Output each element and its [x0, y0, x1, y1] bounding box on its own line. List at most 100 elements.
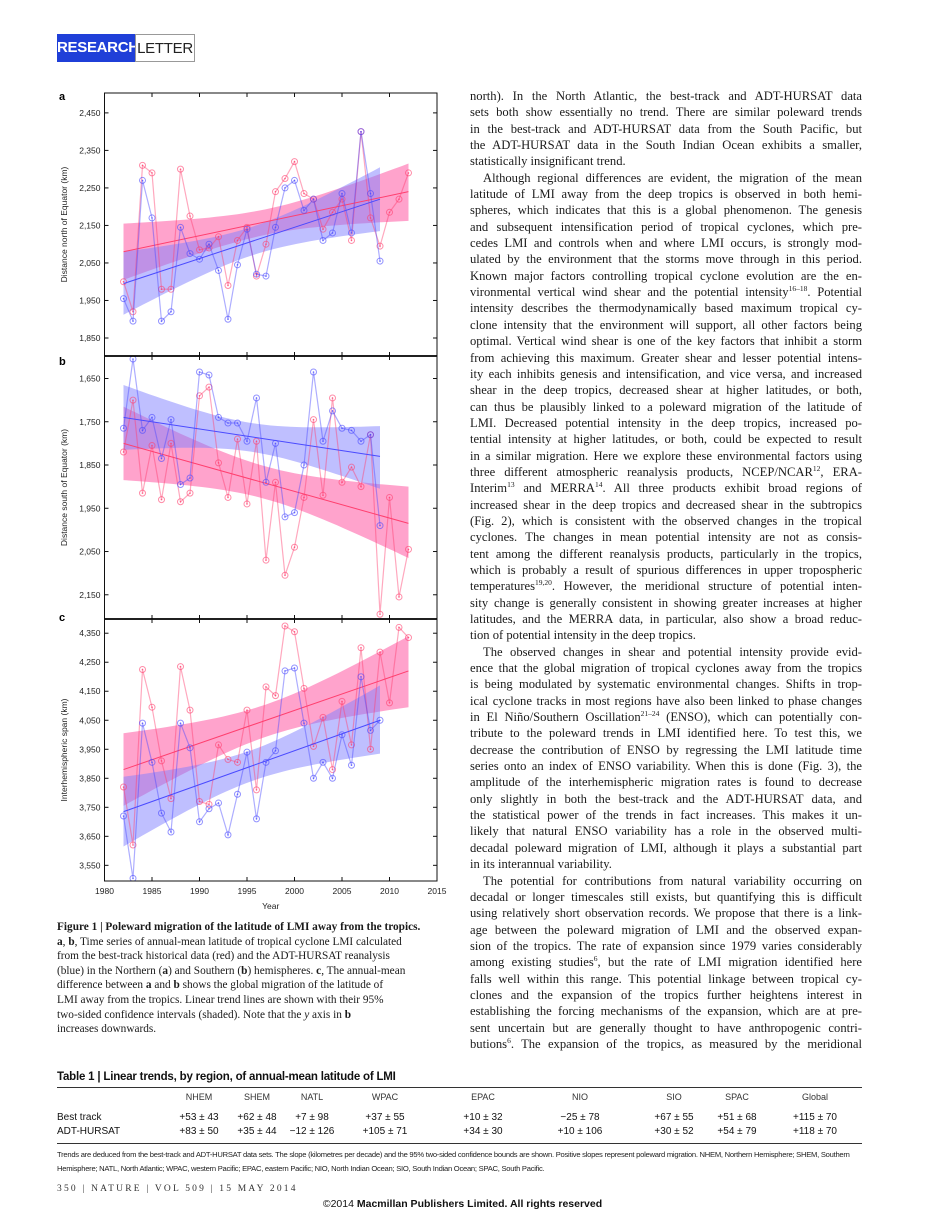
data-point — [310, 195, 317, 203]
data-point — [367, 726, 374, 734]
data-point-center — [236, 422, 239, 424]
data-point-center — [141, 179, 144, 182]
text-line: amplitude of the interhemispheric migrat… — [470, 775, 862, 790]
data-point-center — [350, 429, 353, 432]
data-point-center — [284, 625, 286, 627]
text-line: clones and the expansion of the tropics … — [470, 987, 862, 1002]
data-point — [167, 285, 175, 293]
data-point-center — [179, 500, 182, 503]
data-point-center — [236, 761, 239, 764]
data-point-center — [303, 192, 305, 195]
data-point — [329, 407, 336, 415]
data-point — [243, 437, 251, 445]
data-point-center — [141, 722, 144, 724]
data-point-center — [322, 228, 324, 230]
y-tick-label: 4,250 — [79, 657, 101, 667]
x-tick-label: 2015 — [428, 886, 447, 896]
data-point — [253, 272, 260, 280]
data-point — [329, 394, 336, 402]
text-line: using relatively short observation recor… — [470, 906, 862, 921]
data-point-center — [303, 209, 305, 212]
data-point-center — [341, 427, 343, 430]
data-point-center — [189, 477, 191, 479]
table-1: Table 1 | Linear trends, by region, of a… — [57, 1071, 862, 1175]
data-point-center — [122, 297, 125, 300]
text-line: only slightly in both the best-track and… — [470, 791, 862, 806]
data-point-center — [312, 745, 315, 748]
data-point — [300, 206, 308, 214]
data-point — [329, 774, 336, 782]
data-point-center — [303, 687, 305, 690]
data-point-center — [122, 451, 125, 453]
data-point-center — [132, 320, 134, 322]
text-line: LMI. Decreased potential intensity in th… — [470, 415, 862, 430]
data-point-center — [331, 397, 334, 399]
y-tick-label: 3,650 — [79, 831, 101, 841]
caption-line: (blue) in the Northern (a) and Southern … — [57, 964, 457, 979]
data-point — [262, 683, 270, 691]
data-point-center — [379, 613, 381, 616]
data-point — [319, 236, 327, 244]
data-point-center — [322, 239, 324, 242]
text-line: Interim13 and MERRA14. All three product… — [470, 480, 863, 496]
data-point — [329, 766, 336, 774]
table-bottom-rule — [57, 1143, 862, 1144]
data-point — [262, 556, 270, 564]
data-point — [376, 648, 384, 656]
data-point — [338, 478, 346, 486]
data-point — [148, 214, 156, 222]
y-tick-label: 2,150 — [79, 220, 101, 230]
citation-superscript: 6 — [507, 1035, 511, 1045]
text-line: the ADT-HURSAT data in the South Indian … — [470, 138, 862, 153]
data-point-center — [274, 190, 277, 193]
data-point-center — [369, 192, 372, 195]
data-point-center — [293, 630, 296, 633]
data-point-center — [246, 440, 248, 443]
caption-text: b — [344, 1008, 351, 1021]
data-point-center — [227, 318, 229, 321]
data-point — [291, 664, 298, 672]
data-point — [148, 703, 156, 711]
data-point-center — [369, 217, 372, 219]
text-line: in a similar migration. Here we explore … — [470, 448, 862, 463]
data-point — [300, 190, 308, 198]
data-point-center — [379, 651, 381, 653]
data-point — [177, 719, 184, 727]
data-point — [310, 416, 317, 424]
data-point — [310, 368, 317, 376]
column-header: WPAC — [371, 1092, 399, 1102]
data-point-center — [398, 198, 400, 200]
data-point — [405, 169, 412, 177]
table-cell: +30 ± 52 — [654, 1126, 694, 1137]
data-point-center — [217, 235, 220, 238]
data-point-center — [350, 744, 353, 746]
citation-superscript: 6 — [593, 954, 598, 964]
y-tick-label: 3,850 — [79, 773, 101, 783]
data-point — [148, 758, 156, 766]
data-point-center — [293, 160, 296, 163]
x-tick-label: 2000 — [285, 886, 304, 896]
caption-text: axis in — [309, 1008, 345, 1021]
data-point — [300, 719, 308, 727]
copyright-text: Macmillan Publishers Limited. All rights… — [356, 1198, 603, 1210]
data-point-center — [312, 777, 315, 780]
text-line: sity change is generally consistent in s… — [470, 595, 862, 610]
data-point — [148, 442, 156, 450]
data-point — [177, 480, 184, 488]
text-line: Although regional differences are eviden… — [483, 170, 862, 185]
caption-text: LMI away from the tropics. Linear trend … — [57, 993, 384, 1006]
data-point — [338, 731, 346, 739]
column-header: Global — [801, 1092, 829, 1102]
data-point-center — [369, 748, 372, 751]
caption-text: increases downwards. — [57, 1023, 157, 1036]
data-point-center — [407, 636, 410, 639]
adt-hursat-trend-line — [123, 198, 381, 285]
data-point — [376, 610, 384, 618]
data-point-center — [170, 442, 172, 445]
caption-line: increases downwards. — [57, 1022, 457, 1037]
data-point-center — [350, 466, 353, 468]
y-tick-label: 2,250 — [79, 183, 101, 193]
data-point — [234, 419, 241, 427]
column-header: SHEM — [243, 1092, 271, 1102]
